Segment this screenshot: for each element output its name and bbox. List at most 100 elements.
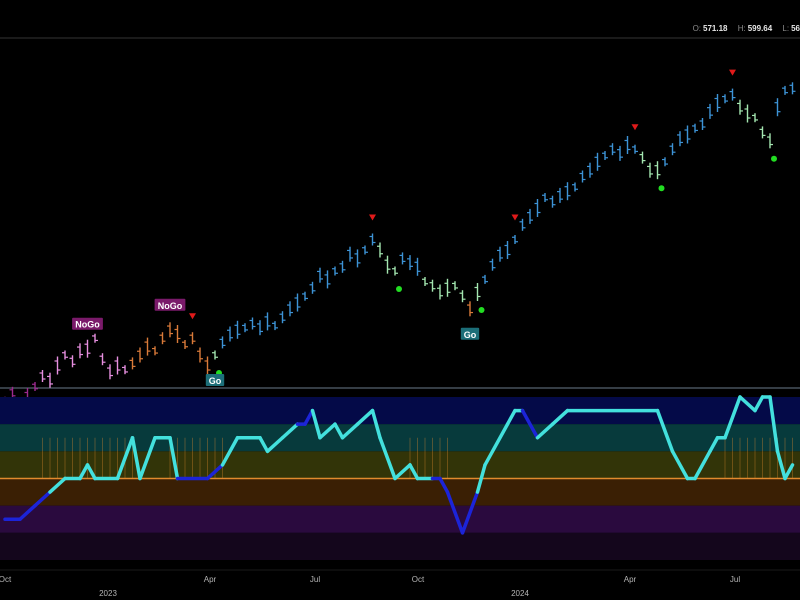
- month-tick-label: Oct: [412, 575, 425, 584]
- ohlc-bar: [189, 332, 196, 345]
- oscillator-segment: [115, 436, 135, 481]
- ohlc-bar: [437, 284, 443, 300]
- oscillator-segment: [768, 395, 780, 454]
- ohlc-bar: [324, 270, 331, 289]
- ohlc-bar: [279, 311, 286, 324]
- ohlc-bar: [287, 301, 293, 317]
- ohlc-bar: [602, 151, 608, 160]
- ohlc-bar: [129, 357, 136, 370]
- ohlc-bar: [662, 157, 668, 167]
- ohlc-bar: [684, 125, 691, 144]
- month-tick-label: Jul: [310, 575, 320, 584]
- oscillator-segment: [520, 408, 540, 440]
- oscillator-segment: [168, 436, 180, 481]
- ohlc-bar: [624, 136, 631, 154]
- ohlc-bar: [707, 103, 713, 119]
- ohlc-bar: [32, 382, 38, 391]
- oscillator-segment: [535, 422, 555, 440]
- ohlc-bar: [47, 372, 53, 388]
- oscillator-segment: [445, 490, 465, 535]
- ohlc-bar: [302, 291, 308, 301]
- ohlc-bar: [339, 260, 346, 273]
- ohlc-bar: [354, 249, 361, 268]
- oscillator-segment: [220, 436, 240, 467]
- ohlc-bar: [167, 322, 173, 338]
- ohlc-bar: [744, 104, 751, 123]
- nogo-badge-label: NoGo: [75, 320, 100, 330]
- go-badge-label: Go: [464, 330, 477, 340]
- month-tick-label: Oct: [0, 575, 12, 584]
- ohlc-bar: [504, 241, 511, 259]
- ohlc-bar: [54, 356, 61, 375]
- oscillator-segment: [483, 422, 510, 467]
- month-tick-label: Jul: [730, 575, 740, 584]
- ohlc-bar: [782, 85, 788, 95]
- ohlc-bar: [77, 343, 83, 359]
- oscillator-segment: [438, 476, 450, 494]
- oscillator-panel[interactable]: [0, 395, 800, 560]
- ohlc-bar: [482, 274, 488, 284]
- oscillator-segment: [340, 422, 360, 440]
- oscillator-segment: [655, 408, 675, 454]
- ohlc-bar: [294, 293, 301, 312]
- ohlc-bar: [594, 152, 601, 171]
- ohlc-bar: [774, 98, 781, 117]
- go-badge: Go: [460, 327, 480, 340]
- oscillator-segment: [310, 408, 322, 440]
- sell-triangle-marker: [631, 124, 639, 131]
- ohlc-bar: [452, 281, 458, 291]
- ohlc-bar: [9, 386, 16, 399]
- oscillator-segment: [708, 436, 720, 454]
- sell-triangle-marker: [511, 214, 519, 221]
- nogo-badge-label: NoGo: [158, 301, 183, 311]
- oscillator-segment: [318, 422, 337, 440]
- ohlc-bar: [347, 246, 353, 262]
- ohlc-bar: [309, 281, 316, 294]
- ohlc-bar: [392, 266, 398, 276]
- oscillator-segment: [280, 422, 300, 440]
- ohlc-bar: [122, 365, 128, 375]
- ohlc-bar: [752, 113, 758, 123]
- month-tick-label: Apr: [624, 575, 637, 584]
- ohlc-bar: [699, 118, 706, 130]
- price-panel[interactable]: Go Go NoGo NoGo: [0, 37, 800, 413]
- ohlc-bar: [729, 88, 736, 101]
- ohlc-bar: [377, 242, 383, 258]
- ohlc-bar: [39, 370, 46, 382]
- ohlc-bar: [99, 353, 106, 366]
- ohlc-bar: [62, 350, 68, 360]
- time-axis: Oct Apr Jul Oct Apr Jul 2023 2024: [0, 569, 800, 598]
- buy-dot-marker: [396, 286, 402, 292]
- oscillator-segment: [693, 449, 712, 481]
- ohlc-bar: [647, 162, 653, 178]
- oscillator-band-3: [0, 478, 800, 506]
- oscillator-segment: [85, 463, 97, 481]
- open-label: O:: [692, 24, 702, 33]
- ohlc-bar: [257, 320, 263, 336]
- ohlc-bar: [317, 267, 323, 283]
- ohlc-bar: [272, 321, 278, 331]
- nogo-badge-box: [154, 298, 186, 311]
- nogo-badge: NoGo: [154, 298, 186, 311]
- ohlc-bar: [84, 339, 91, 358]
- oscillator-segment: [393, 463, 412, 481]
- ohlc-bar: [512, 235, 518, 244]
- ohlc-bar: [399, 252, 406, 265]
- ohlc-bar: [137, 347, 143, 363]
- ohlc-bar: [489, 258, 496, 271]
- ohlc-bar: [384, 255, 391, 274]
- high-label: H:: [737, 24, 746, 33]
- go-badge: Go: [205, 374, 225, 386]
- ohlc-bar: [474, 283, 481, 301]
- ohlc-bar: [429, 279, 436, 292]
- ohlc-bar: [422, 277, 428, 286]
- ohlc-bar: [527, 208, 533, 224]
- ohlc-bar: [114, 356, 121, 375]
- oscillator-segment: [460, 490, 480, 535]
- ohlc-bar: [654, 161, 661, 180]
- ohlc-bar: [332, 266, 338, 276]
- oscillator-segment: [670, 449, 690, 481]
- ohlc-bar: [107, 364, 113, 380]
- year-tick-label: 2024: [511, 589, 529, 598]
